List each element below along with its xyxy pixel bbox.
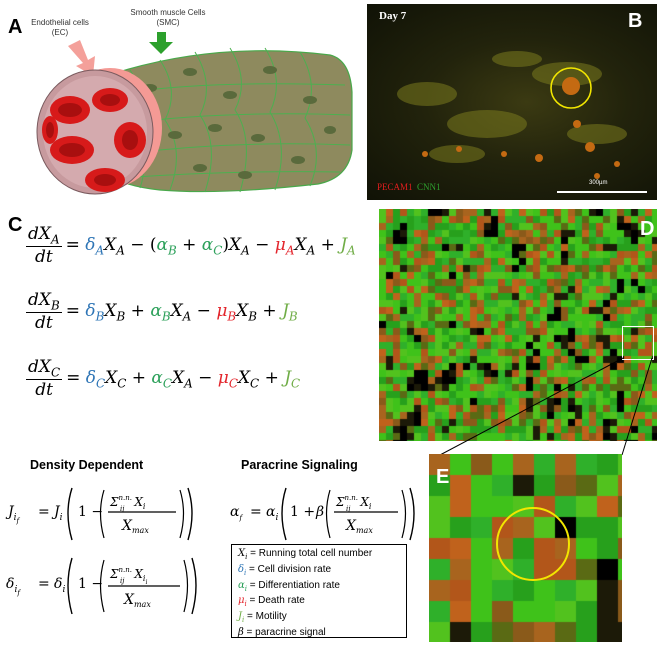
zoomed-grid bbox=[429, 454, 622, 642]
panel-label-c: C bbox=[8, 214, 23, 236]
svg-text:1 +: 1 + bbox=[290, 504, 315, 520]
svg-text:Jif: Jif bbox=[5, 504, 21, 525]
orange-cells bbox=[422, 77, 620, 179]
legend-text: = Death rate bbox=[246, 595, 305, 607]
equation-a: dXA dt = δAXA − (αB + αC)XA − μAXA + JA bbox=[26, 224, 356, 268]
stain-label-green: CNN1 bbox=[417, 182, 441, 192]
legend-row: μi = Death rate bbox=[238, 595, 406, 611]
svg-text:δi: δi bbox=[54, 576, 65, 595]
svg-text:1 −: 1 − bbox=[78, 576, 103, 592]
equation-c: dXC dt = δCXC + αCXA − μCXC + JC bbox=[26, 357, 301, 401]
svg-text:αf: αf bbox=[230, 504, 243, 522]
microscopy-image: Day 7 PECAM1 CNN1 300µm bbox=[367, 4, 657, 200]
panel-label-d: D bbox=[640, 218, 655, 240]
density-equation-j: Jif = Ji 1 − Σn.n. ij Xi Xmax bbox=[5, 487, 193, 541]
equation-b: dXB dt = δBXB + αBXA − μBXB + JB bbox=[26, 290, 298, 334]
legend-symbol: αi bbox=[238, 579, 248, 593]
legend-symbol: μi bbox=[238, 595, 247, 609]
svg-text:=: = bbox=[38, 576, 50, 592]
variable-legend: Xi = Running total cell number δi = Cell … bbox=[231, 544, 407, 638]
legend-symbol: Xi bbox=[238, 548, 248, 561]
red-blood-cells bbox=[42, 88, 146, 192]
simulation-grid-canvas bbox=[379, 209, 657, 441]
svg-text:=: = bbox=[38, 504, 50, 520]
legend-text: = paracrine signal bbox=[243, 626, 326, 638]
legend-row: Xi = Running total cell number bbox=[238, 548, 406, 564]
legend-symbol: β bbox=[238, 626, 244, 638]
stain-label-red: PECAM1 bbox=[377, 182, 413, 192]
ec-label: Endothelial cells (EC) bbox=[31, 18, 89, 37]
legend-symbol: δi bbox=[238, 563, 247, 577]
density-title: Density Dependent bbox=[30, 458, 144, 472]
legend-symbol: Ji bbox=[238, 611, 245, 625]
svg-text:β: β bbox=[315, 504, 324, 520]
highlight-circle bbox=[550, 67, 592, 109]
legend-text: = Running total cell number bbox=[247, 548, 373, 559]
legend-text: = Motility bbox=[244, 611, 287, 623]
svg-text:Xmax: Xmax bbox=[121, 518, 149, 535]
legend-row: δi = Cell division rate bbox=[238, 564, 406, 580]
density-equation-delta: δif = δi 1 − Σn.n. ij Xii Xmax bbox=[6, 557, 197, 615]
svg-text:1 −: 1 − bbox=[78, 504, 103, 520]
paracrine-equation: αf = αi 1 + β Σn.n. ij Xi Xmax bbox=[230, 487, 415, 541]
svg-text:=: = bbox=[250, 504, 262, 520]
zoom-box bbox=[622, 326, 654, 360]
legend-text: = Cell division rate bbox=[246, 563, 332, 575]
tissue-speckles bbox=[397, 51, 627, 163]
svg-text:Xmax: Xmax bbox=[123, 592, 151, 609]
smc-arrow bbox=[149, 32, 173, 54]
blood-vessel-illustration bbox=[36, 32, 353, 195]
panel-label-a: A bbox=[8, 16, 23, 38]
smc-label: Smooth muscle Cells (SMC) bbox=[130, 8, 206, 27]
svg-text:Ji: Ji bbox=[51, 504, 63, 523]
svg-text:δif: δif bbox=[6, 576, 21, 597]
paracrine-title: Paracrine Signaling bbox=[241, 458, 358, 472]
legend-row: Ji = Motility bbox=[238, 611, 406, 627]
panel-label-e: E bbox=[436, 466, 450, 488]
ec-arrow bbox=[68, 40, 95, 76]
simulation-grid bbox=[379, 209, 657, 441]
legend-text: = Differentiation rate bbox=[247, 579, 340, 591]
panel-label-b: B bbox=[628, 10, 643, 32]
svg-text:αi: αi bbox=[266, 504, 278, 523]
legend-row: αi = Differentiation rate bbox=[238, 580, 406, 596]
smc-layer bbox=[99, 50, 353, 193]
legend-row: β = paracrine signal bbox=[238, 627, 406, 640]
zoomed-grid-canvas bbox=[429, 454, 622, 642]
scale-label: 300µm bbox=[589, 180, 608, 186]
zoom-highlight-circle bbox=[496, 507, 570, 581]
svg-text:Xmax: Xmax bbox=[345, 518, 373, 535]
day-label: Day 7 bbox=[379, 10, 407, 22]
